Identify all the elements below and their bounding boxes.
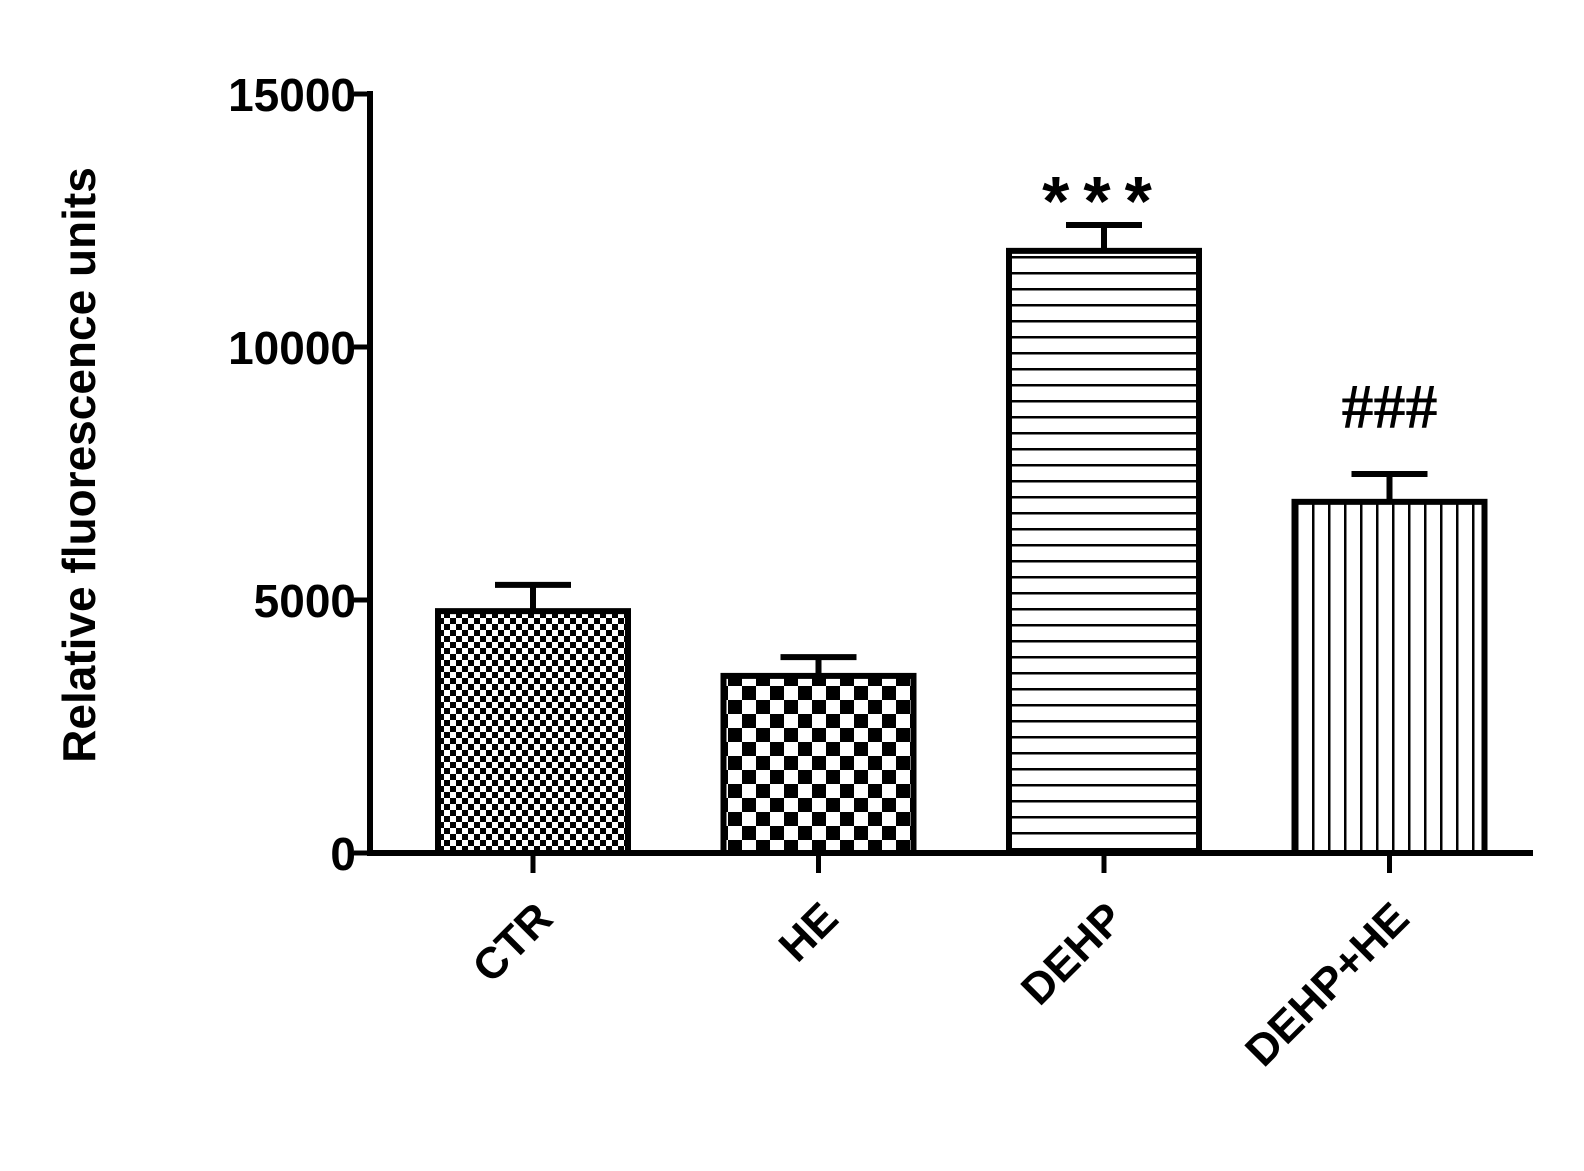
y-tick-label: 15000 [228, 69, 356, 121]
y-tick-label: 0 [330, 828, 356, 880]
y-axis-label: Relative fluorescence units [53, 167, 105, 763]
bar [435, 608, 631, 857]
bar [1006, 247, 1202, 857]
y-tick-label: 5000 [254, 575, 356, 627]
x-tick-label: DEHP+HE [1236, 893, 1418, 1075]
bar [720, 672, 917, 857]
annotation: *** [1042, 162, 1166, 240]
bar [1291, 498, 1488, 856]
annotation: ### [1342, 371, 1438, 442]
x-tick-label: CTR [463, 893, 562, 992]
y-tick-label: 10000 [228, 322, 356, 374]
x-tick-label: DEHP [1012, 893, 1133, 1014]
error-bar [1351, 471, 1428, 502]
x-tick-label: HE [770, 893, 848, 971]
error-bar [780, 654, 857, 676]
error-bar [1066, 222, 1142, 251]
error-bar [495, 581, 571, 612]
